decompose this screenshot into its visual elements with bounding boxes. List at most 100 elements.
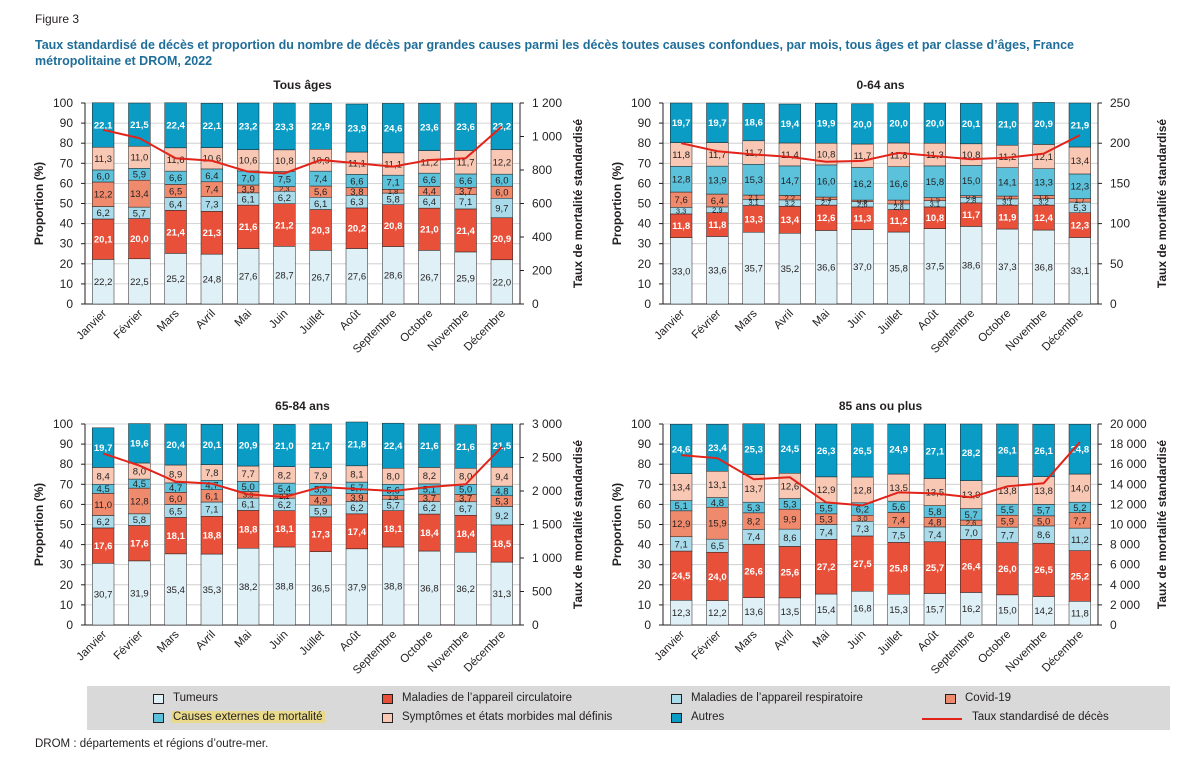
- chart1-data-label-tumeurs: 25,2: [166, 274, 185, 285]
- chart3-data-label-autres: 21,0: [275, 441, 294, 452]
- chart2-data-label-covid: 1,4: [1002, 193, 1012, 202]
- chart1-data-label-externes: 6,0: [97, 171, 110, 182]
- chart1-xtick-label: Octobre: [398, 308, 435, 345]
- chart1-y2tick-label: 800: [532, 163, 552, 177]
- chart4-xtick-label: Juillet: [875, 628, 905, 658]
- chart1-data-label-circulatoire: 21,0: [420, 225, 439, 236]
- chart1-bar-autres: [128, 102, 151, 147]
- chart4-data-label-autres: 24,8: [1071, 445, 1090, 456]
- chart4-data-label-respiratoire: 7,4: [928, 530, 941, 541]
- chart2-data-label-autres: 20,0: [853, 119, 872, 130]
- chart2-data-label-respiratoire: 3,2: [1038, 198, 1048, 207]
- chart2-data-label-symptomes: 10,8: [962, 150, 981, 161]
- chart3-data-label-autres: 21,6: [456, 442, 475, 453]
- chart3-bar-autres: [309, 423, 332, 468]
- chart1-data-label-covid: 3,9: [242, 184, 255, 195]
- chart2-ytick-label: 0: [644, 297, 651, 311]
- chart3-data-label-tumeurs: 30,7: [94, 590, 113, 601]
- chart4-data-label-tumeurs: 15,3: [889, 605, 908, 616]
- chart1-y2tick-label: 1 200: [532, 96, 562, 110]
- chart4-title: 85 ans ou plus: [839, 399, 923, 413]
- chart1-data-label-tumeurs: 28,7: [275, 271, 294, 282]
- chart4-bar-autres: [851, 423, 874, 478]
- chart4-y2label: Taux de mortalité standardisé: [1155, 440, 1169, 609]
- chart3-bar-autres: [92, 427, 115, 468]
- chart3-data-label-covid: 5,3: [495, 497, 508, 508]
- chart4-data-label-covid: 15,9: [708, 519, 727, 530]
- chart2-data-label-externes: 12,3: [1071, 182, 1090, 193]
- chart4-data-label-autres: 26,5: [853, 446, 872, 457]
- chart1-y2tick-label: 600: [532, 197, 552, 211]
- chart3-ytick-label: 100: [53, 417, 73, 431]
- chart1-data-label-tumeurs: 22,5: [130, 277, 149, 288]
- chart3-data-label-symptomes: 8,1: [350, 469, 363, 480]
- chart2-data-label-tumeurs: 35,2: [781, 264, 800, 275]
- chart4-data-label-symptomes: 13,8: [1034, 486, 1053, 497]
- chart4-data-label-tumeurs: 16,8: [853, 604, 872, 615]
- chart1-data-label-respiratoire: 6,2: [278, 193, 291, 204]
- legend-swatch-covid: [945, 694, 956, 704]
- chart2-title: 0-64 ans: [856, 78, 904, 92]
- chart3-bar-autres: [200, 423, 223, 465]
- chart2-data-label-autres: 20,9: [1034, 119, 1053, 130]
- chart1-data-label-tumeurs: 22,2: [94, 277, 113, 288]
- chart4-bar-autres: [996, 423, 1019, 477]
- chart3-data-label-respiratoire: 6,2: [350, 503, 363, 514]
- chart1-data-label-covid: 13,4: [130, 189, 149, 200]
- chart1-bar-autres: [237, 102, 260, 150]
- chart2-data-label-autres: 19,4: [781, 119, 800, 130]
- chart3-data-label-tumeurs: 36,5: [311, 584, 330, 595]
- chart3-data-label-respiratoire: 6,2: [278, 500, 291, 511]
- chart4-data-label-symptomes: 13,9: [962, 490, 981, 501]
- chart4-data-label-autres: 24,9: [889, 444, 908, 455]
- chart2-data-label-respiratoire: 3,1: [1002, 198, 1012, 207]
- chart4-rate-line: [681, 441, 1081, 507]
- chart4-y2tick-label: 6 000: [1110, 558, 1140, 572]
- chart1-ytick-label: 40: [60, 217, 74, 231]
- chart2-data-label-autres: 19,7: [708, 118, 727, 129]
- chart4-data-label-tumeurs: 13,6: [744, 607, 763, 618]
- chart1-data-label-externes: 6,6: [169, 173, 182, 184]
- chart2-data-label-covid: 6,4: [711, 196, 724, 207]
- chart4-data-label-circulatoire: 24,0: [708, 572, 727, 583]
- chart1-data-label-externes: 7,1: [387, 178, 400, 189]
- chart2-data-label-respiratoire: 2,8: [893, 202, 903, 211]
- chart4-data-label-respiratoire: 7,1: [675, 539, 688, 550]
- chart1-data-label-autres: 21,5: [130, 120, 149, 131]
- chart2-xtick-label: Janvier: [653, 308, 688, 343]
- chart3-data-label-circulatoire: 17,4: [348, 527, 367, 538]
- chart4-xtick-label: Janvier: [653, 629, 688, 664]
- chart3-data-label-autres: 21,7: [311, 441, 330, 452]
- chart4-data-label-circulatoire: 26,4: [962, 561, 981, 572]
- chart1-data-label-externes: 6,6: [423, 175, 436, 186]
- chart2-ytick-label: 20: [638, 257, 652, 271]
- chart4-data-label-symptomes: 13,7: [744, 484, 763, 495]
- chart1-data-label-autres: 23,6: [420, 122, 439, 133]
- chart1-data-label-circulatoire: 20,2: [348, 224, 367, 235]
- chart1-data-label-externes: 6,6: [350, 176, 363, 187]
- chart4-data-label-autres: 26,1: [1034, 446, 1053, 457]
- chart2-ytick-label: 80: [638, 136, 652, 150]
- chart1-data-label-tumeurs: 27,6: [348, 272, 367, 283]
- chart1-data-label-externes: 5,9: [133, 170, 146, 181]
- chart4-xtick-label: Juin: [845, 629, 868, 652]
- chart2-ytick-label: 60: [638, 176, 652, 190]
- chart4-data-label-respiratoire: 8,6: [1037, 530, 1050, 541]
- chart2-data-label-circulatoire: 11,3: [853, 214, 871, 225]
- footnote: DROM : départements et régions d’outre-m…: [35, 738, 269, 750]
- chart4-data-label-autres: 26,1: [998, 446, 1017, 457]
- chart3-data-label-respiratoire: 6,1: [242, 500, 255, 511]
- chart3-data-label-respiratoire: 6,7: [459, 504, 472, 515]
- chart1-data-label-respiratoire: 6,4: [423, 197, 436, 208]
- chart3-bar-autres: [237, 423, 260, 467]
- chart2-data-label-tumeurs: 38,6: [962, 261, 981, 272]
- chart2-data-label-covid: 1,3: [821, 194, 831, 203]
- chart4-data-label-respiratoire: 7,0: [965, 528, 978, 539]
- chart2-ylabel: Proportion (%): [610, 162, 624, 245]
- chart3-data-label-circulatoire: 18,8: [239, 525, 258, 536]
- chart2-data-label-covid: 2,1: [748, 193, 758, 202]
- chart4-y2tick-label: 8 000: [1110, 538, 1140, 552]
- chart2-bar-autres: [1068, 102, 1091, 148]
- chart3-y2tick-label: 2 000: [532, 484, 562, 498]
- chart4-y2tick-label: 18 000: [1110, 437, 1147, 451]
